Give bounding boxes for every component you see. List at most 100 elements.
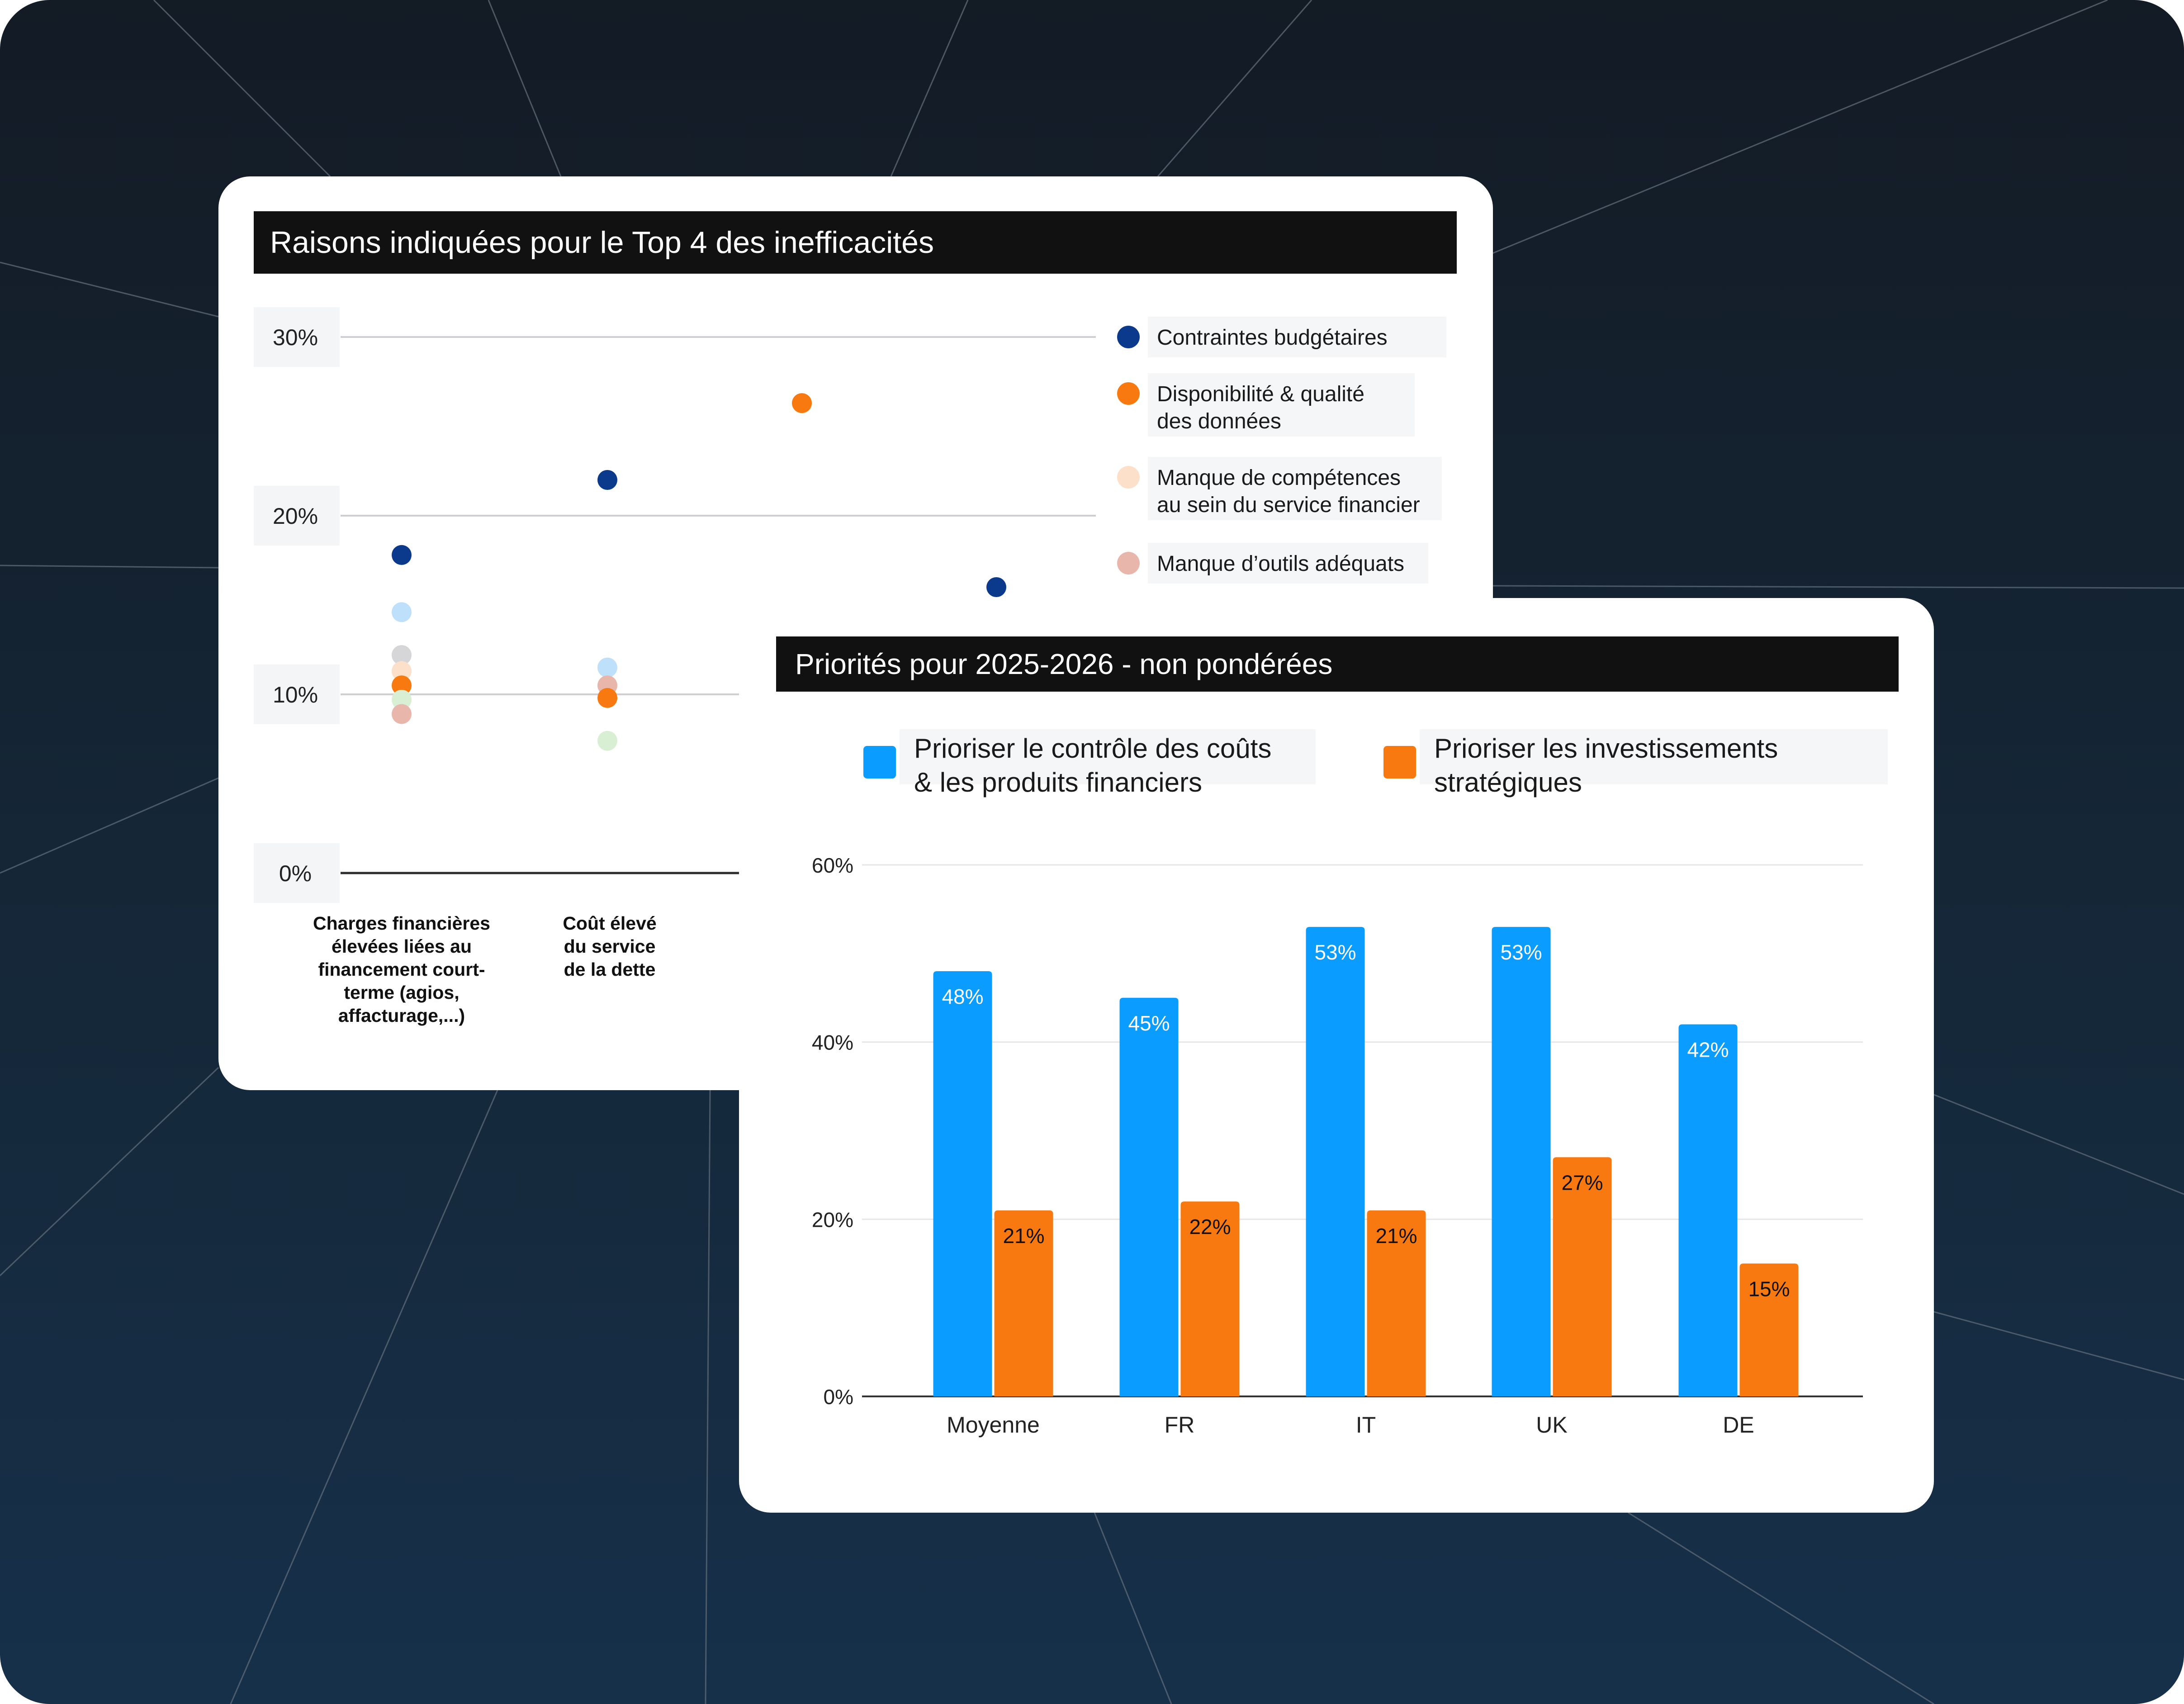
scatter-ytick-bg: [254, 665, 340, 724]
inefficiencies-chart: 0% 10% 20% 30% Charges financières élevées li…: [254, 307, 1446, 1026]
bar-value-label: 21%: [1003, 1224, 1044, 1248]
legend-marker: [1117, 466, 1140, 489]
bar-category-label: UK: [1536, 1412, 1567, 1438]
bar-category-label: Moyenne: [947, 1412, 1040, 1438]
bar-legend-line: & les produits financiers: [914, 767, 1202, 797]
background-line: [0, 777, 219, 874]
scatter-category-line: terme (agios,: [344, 982, 459, 1003]
scatter-ytick-label: 10%: [273, 682, 318, 707]
bar-ytick-label: 0%: [824, 1385, 853, 1409]
bar-value-label: 15%: [1748, 1277, 1790, 1301]
priorities-card: Priorités pour 2025-2026 - non pondérées…: [739, 598, 1934, 1513]
scatter-point: [392, 661, 412, 681]
legend-marker: [1117, 552, 1140, 574]
bar-value-label: 21%: [1375, 1224, 1417, 1248]
legend-marker: [1117, 326, 1140, 348]
background-line: [705, 1090, 711, 1704]
bar-value-label: 27%: [1561, 1171, 1603, 1194]
bar-legend-line: Prioriser le contrôle des coûts: [914, 733, 1271, 764]
scatter-category-label: Coût élevé du service de la dette: [563, 913, 656, 980]
background-line: [153, 0, 331, 177]
scatter-point: [392, 645, 412, 665]
background-line: [1157, 0, 1312, 177]
scatter-ytick-bg: [254, 486, 340, 546]
bar-strategic-investment: [1739, 1263, 1799, 1396]
legend-label-line: au sein du service financier: [1157, 493, 1420, 517]
bar-strategic-investment: [1553, 1157, 1612, 1396]
scatter-point: [597, 470, 617, 490]
scatter-category-line: du service: [564, 936, 656, 957]
bar-ytick-label: 40%: [812, 1031, 853, 1054]
legend-item-label: Contraintes budgétaires: [1157, 326, 1388, 350]
bar-strategic-investment: [1180, 1201, 1240, 1396]
scatter-category-line: financement court-: [318, 959, 485, 980]
scatter-ytick-label: 30%: [273, 325, 318, 350]
bar-value-label: 22%: [1189, 1215, 1231, 1239]
legend-item-label: Manque de compétences au sein du service …: [1157, 466, 1420, 517]
legend-item-bg: [1148, 373, 1415, 437]
background-line: [230, 1090, 498, 1704]
scatter-ytick-label: 20%: [273, 503, 318, 529]
bar-legend-bg: [1420, 729, 1888, 784]
legend-label-line: Disponibilité & qualité: [1157, 382, 1364, 406]
background-line: [1094, 1512, 1172, 1704]
legend-item-bg: [1148, 317, 1446, 357]
bar-legend-marker: [1383, 746, 1416, 778]
background-line: [1492, 585, 2184, 589]
scatter-category-line: élevées liées au: [332, 936, 472, 957]
bar-legend-label: Prioriser les investissements stratégique…: [1434, 733, 1778, 797]
legend-label-line: des données: [1157, 409, 1281, 433]
scatter-point: [392, 602, 412, 622]
bar-legend-line: Prioriser les investissements: [1434, 733, 1778, 764]
background-line: [0, 565, 219, 569]
scatter-category-line: affacturage,...): [338, 1005, 465, 1026]
legend-label-line: Manque de compétences: [1157, 466, 1401, 490]
scatter-category-label: Charges financières élevées liées au finan…: [313, 913, 490, 1026]
legend-item-bg: [1148, 457, 1442, 520]
bar-cost-control: [1306, 927, 1365, 1396]
legend-label-line: Manque d’outils adéquats: [1157, 552, 1404, 576]
legend-item-label: Disponibilité & qualité des données: [1157, 382, 1364, 433]
scatter-point: [392, 675, 412, 696]
bar-legend-bg: [900, 729, 1316, 784]
bar-value-label: 48%: [942, 985, 983, 1008]
bar-cost-control: [933, 971, 992, 1396]
priorities-title: Priorités pour 2025-2026 - non pondérées: [776, 636, 1899, 692]
background-line: [1628, 1512, 1934, 1704]
scatter-point: [597, 688, 617, 708]
scatter-point: [986, 577, 1006, 597]
background-line: [488, 0, 562, 177]
bar-legend-line: stratégiques: [1434, 767, 1582, 797]
scatter-point: [392, 689, 412, 710]
bar-legend-label: Prioriser le contrôle des coûts & les pro…: [914, 733, 1271, 797]
scatter-point: [597, 731, 617, 751]
bar-strategic-investment: [994, 1210, 1053, 1396]
scatter-ytick-label: 0%: [279, 861, 312, 886]
priorities-chart: 0% 20% 40% 60% 48% 21% Moyenne 45% 22% FR 53% 21% IT…: [812, 729, 1888, 1438]
background-line: [1933, 1094, 2184, 1195]
background-line: [890, 0, 969, 177]
scatter-ytick-bg: [254, 843, 340, 903]
legend-item-label: Manque d’outils adéquats: [1157, 552, 1404, 576]
scatter-category-line: Coût élevé: [563, 913, 656, 934]
bar-category-label: IT: [1356, 1412, 1376, 1438]
background-line: [0, 1067, 219, 1277]
background-line: [1492, 0, 2108, 254]
bar-strategic-investment: [1367, 1210, 1426, 1396]
bar-category-label: DE: [1723, 1412, 1754, 1438]
legend-marker: [1117, 382, 1140, 405]
legend-label-line: Contraintes budgétaires: [1157, 326, 1388, 350]
inefficiencies-title: Raisons indiquées pour le Top 4 des inef…: [254, 211, 1457, 274]
bar-value-label: 45%: [1128, 1011, 1170, 1035]
bar-cost-control: [1119, 997, 1179, 1396]
bar-value-label: 53%: [1314, 940, 1356, 964]
bar-value-label: 42%: [1687, 1038, 1729, 1062]
bar-cost-control: [1492, 927, 1551, 1396]
bar-category-label: FR: [1165, 1412, 1195, 1438]
bar-legend-marker: [863, 746, 896, 778]
bar-ytick-label: 20%: [812, 1208, 853, 1231]
bar-ytick-label: 60%: [812, 854, 853, 877]
legend-item-bg: [1148, 543, 1428, 584]
